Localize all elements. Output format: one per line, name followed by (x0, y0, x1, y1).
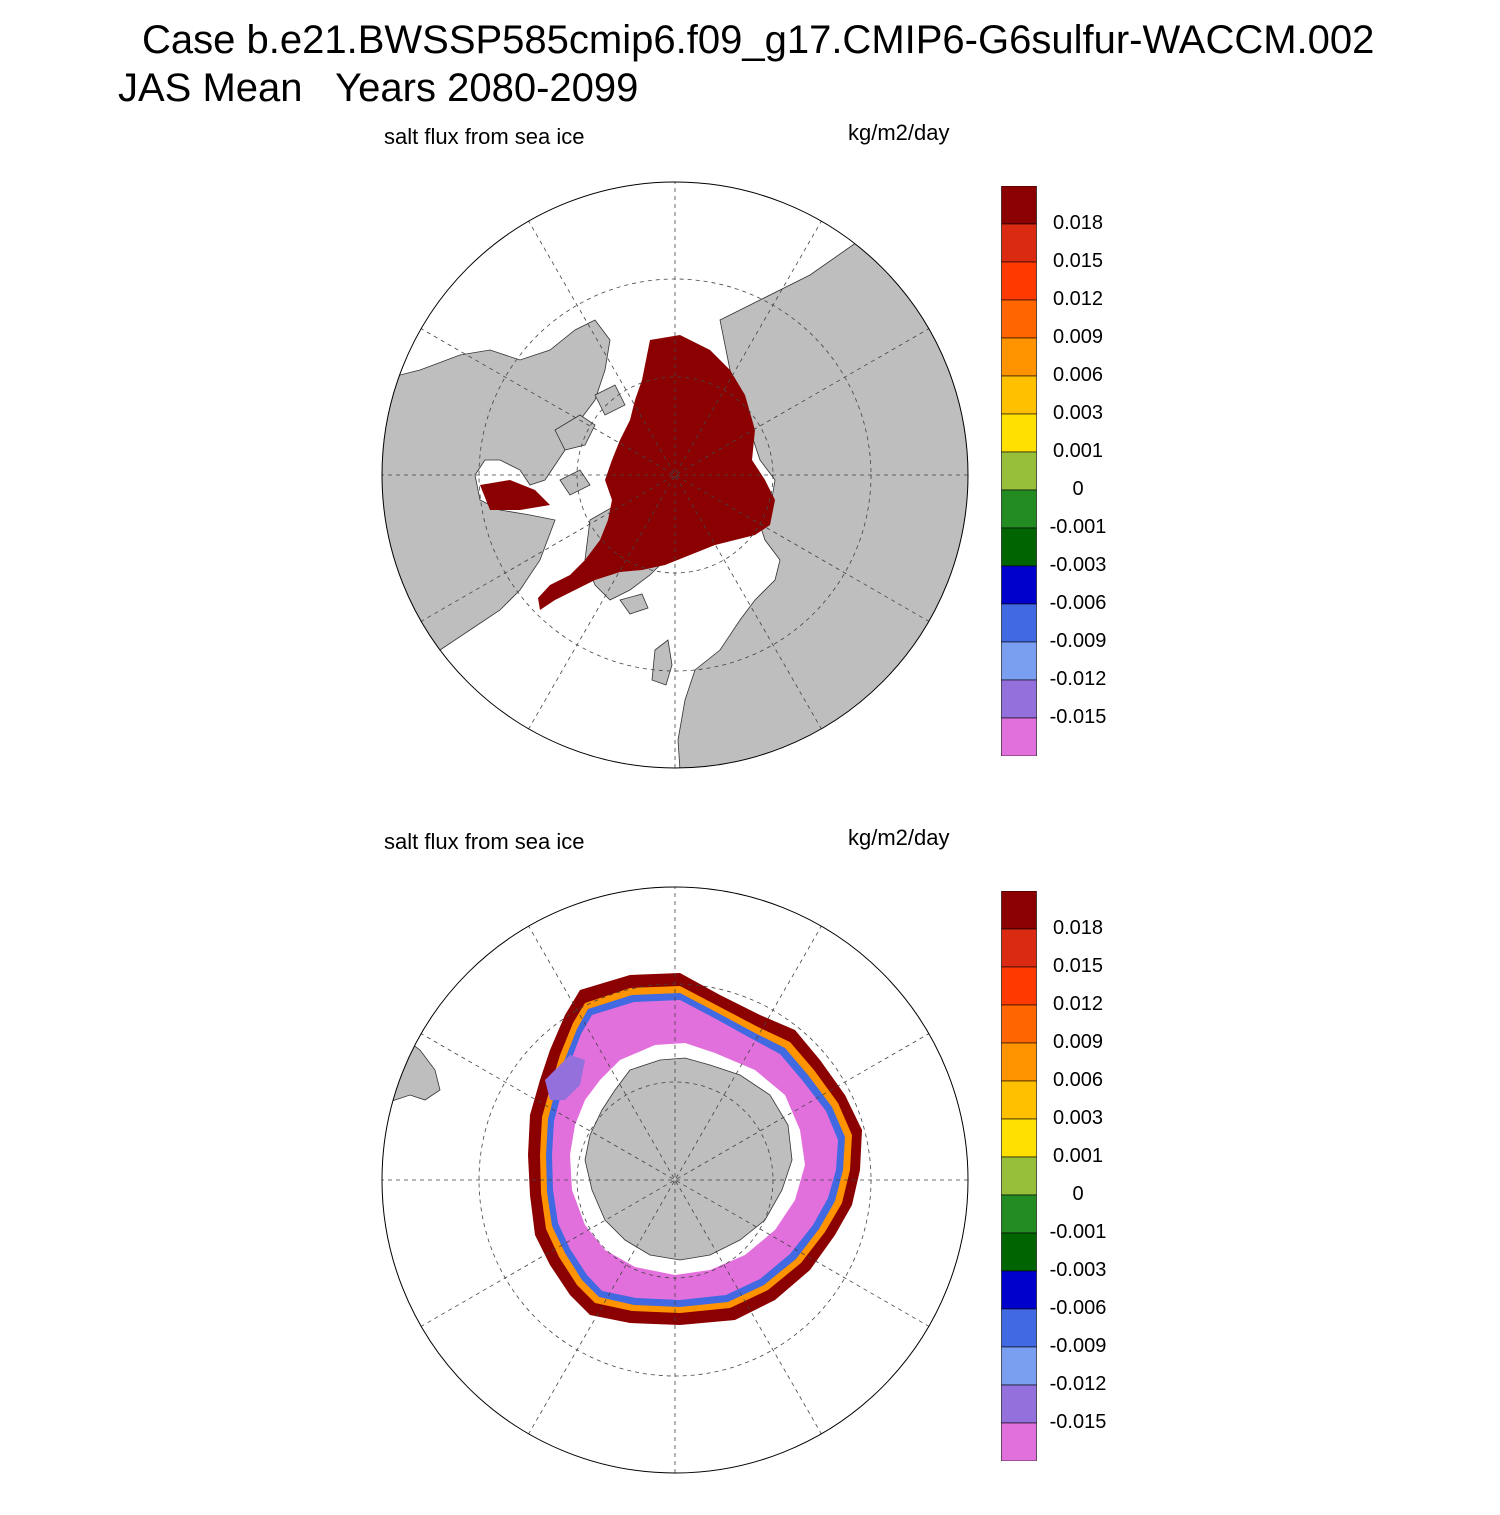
colorbar-swatch (1001, 413, 1037, 453)
arctic-panel: salt flux from sea ice kg/m2/day (0, 110, 1500, 810)
uk-land (651, 639, 673, 686)
colorbar-swatch (1001, 1042, 1037, 1082)
colorbar-swatch (1001, 375, 1037, 415)
map-border (381, 181, 969, 769)
colorbar-tick-label: 0.015 (1052, 250, 1104, 272)
colorbar-tick-label: 0.015 (1052, 955, 1104, 977)
colorbar-swatch (1001, 641, 1037, 681)
colorbar-swatch (1001, 565, 1037, 605)
iceland-land (619, 593, 649, 615)
colorbar-swatch (1001, 1308, 1037, 1348)
colorbar-tick-label: -0.012 (1049, 1373, 1107, 1395)
colorbar-swatch (1001, 337, 1037, 377)
colorbar-swatch (1001, 679, 1037, 719)
panel-title: salt flux from sea ice (384, 124, 585, 149)
colorbar-tick-label: -0.003 (1049, 1259, 1107, 1281)
colorbar-swatch (1001, 489, 1037, 529)
panel-title: salt flux from sea ice (384, 829, 585, 854)
colorbar-swatch (1001, 1156, 1037, 1196)
colorbar-tick-label: 0.006 (1052, 1069, 1104, 1091)
colorbar-swatch (1001, 1346, 1037, 1386)
graticule (382, 887, 968, 1473)
colorbar-tick-label: 0.018 (1052, 212, 1104, 234)
colorbar (1001, 186, 1037, 756)
colorbar-tick-label: -0.001 (1049, 516, 1107, 538)
colorbar-tick-label: -0.003 (1049, 554, 1107, 576)
antarctica-land (584, 1057, 793, 1261)
colorbar-swatch (1001, 928, 1037, 968)
colorbar-swatch (1001, 966, 1037, 1006)
colorbar-tick-label: 0.006 (1052, 364, 1104, 386)
colorbar-tick-label: 0.012 (1052, 993, 1104, 1015)
colorbar-tick-label: 0.009 (1052, 1031, 1104, 1053)
case-title: Case b.e21.BWSSP585cmip6.f09_g17.CMIP6-G… (142, 18, 1375, 62)
salt-flux-purple-patch (545, 1055, 585, 1100)
season-title: JAS Mean Years 2080-2099 (118, 66, 639, 110)
colorbar-swatch (1001, 1384, 1037, 1424)
panel-units: kg/m2/day (848, 120, 950, 145)
colorbar-swatch (1001, 717, 1037, 756)
colorbar-tick-label: -0.015 (1049, 1411, 1107, 1433)
panel-units: kg/m2/day (848, 825, 950, 850)
colorbar-swatch (1001, 1080, 1037, 1120)
north-america-land (382, 319, 611, 691)
graticule (382, 182, 968, 768)
colorbar-tick-label: -0.001 (1049, 1221, 1107, 1243)
colorbar-tick-label: 0.003 (1052, 402, 1104, 424)
colorbar-swatch (1001, 1194, 1037, 1234)
colorbar-tick-label: -0.012 (1049, 668, 1107, 690)
colorbar-tick-label: -0.015 (1049, 706, 1107, 728)
colorbar-tick-label: 0.012 (1052, 288, 1104, 310)
colorbar-tick-label: -0.009 (1049, 1335, 1107, 1357)
colorbar-tick-label: -0.009 (1049, 630, 1107, 652)
colorbar-swatch (1001, 261, 1037, 301)
colorbar-tick-label: 0 (1072, 1183, 1084, 1205)
colorbar-swatch (1001, 527, 1037, 567)
colorbar-swatch (1001, 1422, 1037, 1461)
map-border (381, 886, 969, 1474)
antarctic-panel: salt flux from sea ice kg/m2/day (0, 815, 1500, 1515)
colorbar-swatch (1001, 451, 1037, 491)
colorbar-tick-label: 0.001 (1052, 1145, 1104, 1167)
colorbar-swatch (1001, 1232, 1037, 1272)
colorbar-tick-label: -0.006 (1049, 1297, 1107, 1319)
colorbar-tick-label: -0.006 (1049, 592, 1107, 614)
colorbar-swatch (1001, 603, 1037, 643)
colorbar-tick-label: 0.018 (1052, 917, 1104, 939)
arctic-polar-map (381, 181, 969, 769)
colorbar-swatch (1001, 1004, 1037, 1044)
colorbar-tick-label: 0.009 (1052, 326, 1104, 348)
colorbar-tick-label: 0.003 (1052, 1107, 1104, 1129)
colorbar-tick-label: 0.001 (1052, 440, 1104, 462)
colorbar-swatch (1001, 299, 1037, 339)
colorbar (1001, 891, 1037, 1461)
colorbar-tick-label: 0 (1072, 478, 1084, 500)
arctic-salt-flux-field (480, 335, 775, 610)
colorbar-swatch (1001, 891, 1037, 930)
antarctic-polar-map (381, 886, 969, 1474)
colorbar-swatch (1001, 223, 1037, 263)
